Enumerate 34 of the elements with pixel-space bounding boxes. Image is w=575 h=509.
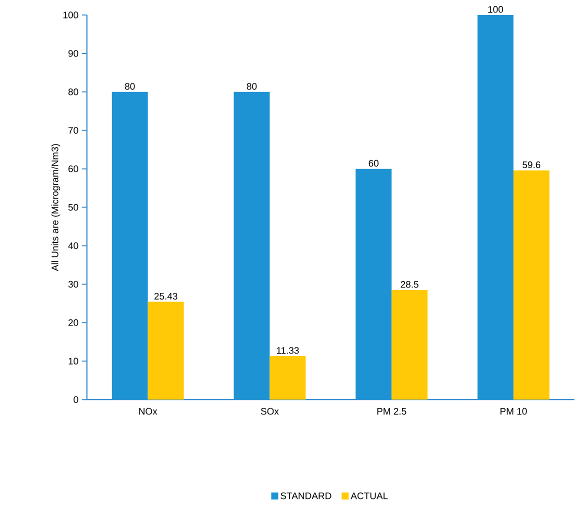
y-tick-label: 10 xyxy=(68,358,78,364)
y-tick-label: 100 xyxy=(63,11,78,18)
y-tick-label: 50 xyxy=(68,204,78,210)
y-axis-title: All Units are (Microgram/Nm3) xyxy=(51,144,60,271)
y-tick-label: 70 xyxy=(68,126,78,134)
x-tick-label: PM 10 xyxy=(500,408,527,414)
y-tick-label: 0 xyxy=(74,396,78,403)
bar xyxy=(234,92,270,400)
legend-label: ACTUAL xyxy=(350,492,388,499)
y-tick-label: 60 xyxy=(68,165,78,172)
data-label: 25.43 xyxy=(154,292,178,300)
x-tick-label: NOx xyxy=(139,408,158,414)
bar xyxy=(513,170,550,400)
x-tick-label: PM 2.5 xyxy=(377,408,406,414)
data-label: 80 xyxy=(124,82,135,90)
y-tick-label: 80 xyxy=(68,88,78,96)
bar xyxy=(148,302,184,400)
bar xyxy=(356,168,392,400)
bar xyxy=(270,356,306,400)
data-label: 100 xyxy=(488,6,504,13)
data-label: 28.5 xyxy=(400,280,418,288)
y-tick-label: 40 xyxy=(68,242,78,249)
data-label: 80 xyxy=(246,82,257,90)
data-label: 59.6 xyxy=(522,161,540,168)
data-label: 60 xyxy=(368,160,379,166)
x-tick-label: SOx xyxy=(260,408,279,414)
data-label: 11.33 xyxy=(276,346,299,354)
bar xyxy=(478,14,514,400)
bar xyxy=(392,290,428,400)
y-tick-label: 20 xyxy=(68,319,78,326)
bar xyxy=(112,92,148,400)
y-tick-label: 90 xyxy=(68,50,78,57)
y-tick-label: 30 xyxy=(68,280,78,288)
legend-label: STANDARD xyxy=(280,492,332,499)
